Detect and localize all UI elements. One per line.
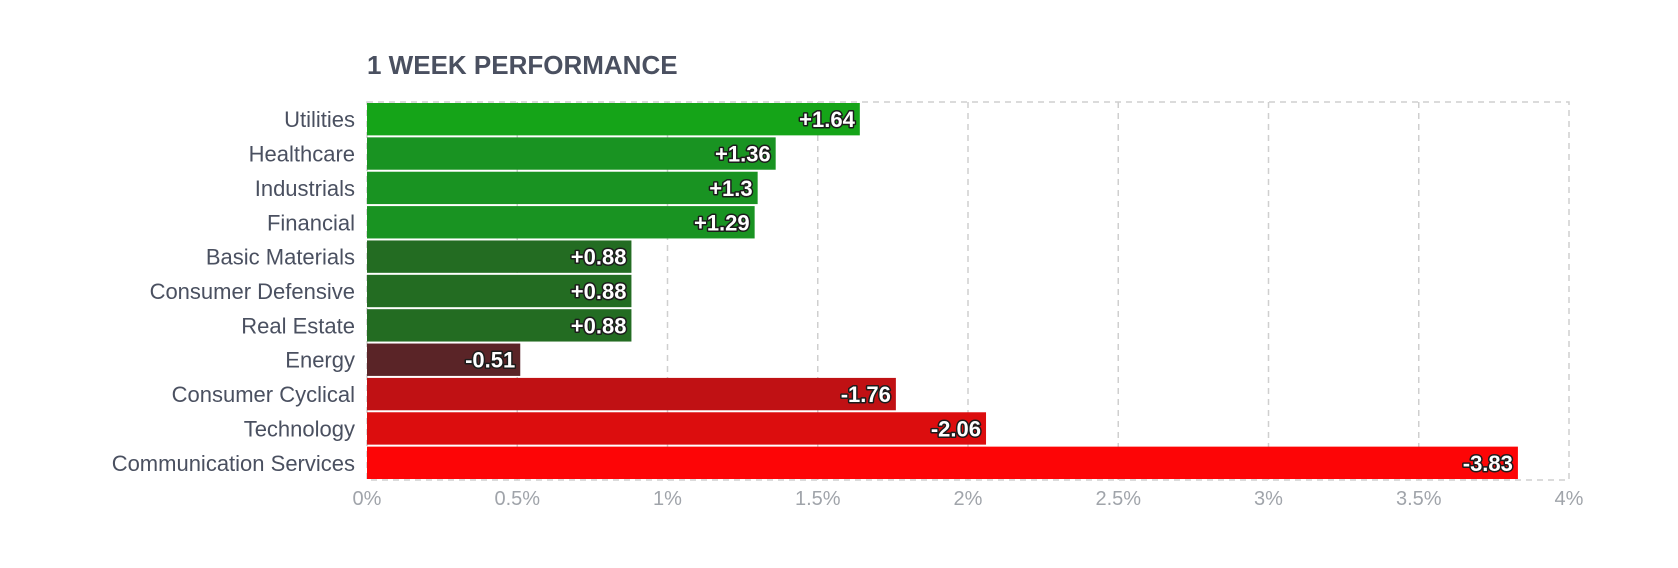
- bars: [367, 103, 1518, 479]
- bar: [367, 206, 755, 239]
- x-tick-label: 0.5%: [494, 488, 540, 510]
- data-label: +1.36: [715, 142, 771, 167]
- category-label: Basic Materials: [206, 245, 355, 270]
- x-tick-label: 1.5%: [795, 488, 841, 510]
- category-label: Financial: [267, 210, 355, 235]
- bar: [367, 274, 632, 308]
- category-label: Energy: [285, 348, 355, 373]
- x-tick-label: 4%: [1555, 488, 1584, 510]
- category-label: Consumer Cyclical: [172, 382, 355, 407]
- x-tick-label: 2.5%: [1095, 488, 1141, 510]
- data-label: -1.76: [841, 382, 891, 407]
- bar: [367, 377, 896, 411]
- bar: [367, 103, 860, 136]
- data-label: +1.64: [799, 107, 855, 132]
- bar: [367, 343, 521, 376]
- x-tick-label: 0%: [353, 488, 382, 510]
- bar: [367, 137, 776, 170]
- bar: [367, 171, 758, 205]
- data-label: -0.51: [465, 348, 515, 373]
- data-label: +1.29: [694, 210, 750, 235]
- category-label: Healthcare: [249, 142, 355, 167]
- data-label: +0.88: [571, 279, 627, 304]
- bar: [367, 309, 632, 342]
- chart-title: 1 WEEK PERFORMANCE: [367, 50, 678, 80]
- bar: [367, 446, 1518, 479]
- data-label: -3.83: [1463, 451, 1513, 476]
- data-label: +0.88: [571, 245, 627, 270]
- x-tick-label: 3%: [1254, 488, 1283, 510]
- category-label: Technology: [244, 416, 355, 441]
- category-label: Consumer Defensive: [150, 279, 355, 304]
- category-label: Utilities: [284, 107, 355, 132]
- data-label: +0.88: [571, 313, 627, 338]
- category-label: Industrials: [255, 176, 355, 201]
- x-tick-label: 3.5%: [1396, 488, 1442, 510]
- data-label: -2.06: [931, 416, 981, 441]
- x-tick-label: 1%: [653, 488, 682, 510]
- bar: [367, 412, 987, 445]
- x-tick-label: 2%: [954, 488, 983, 510]
- data-label: +1.3: [709, 176, 752, 201]
- category-label: Communication Services: [112, 451, 355, 476]
- labels: 0% 0.5% 1% 1.5% 2% 2.5% 3% 3.5% 4% Utilities +1.64…: [112, 106, 1584, 510]
- category-label: Real Estate: [241, 313, 355, 338]
- bar: [367, 240, 632, 273]
